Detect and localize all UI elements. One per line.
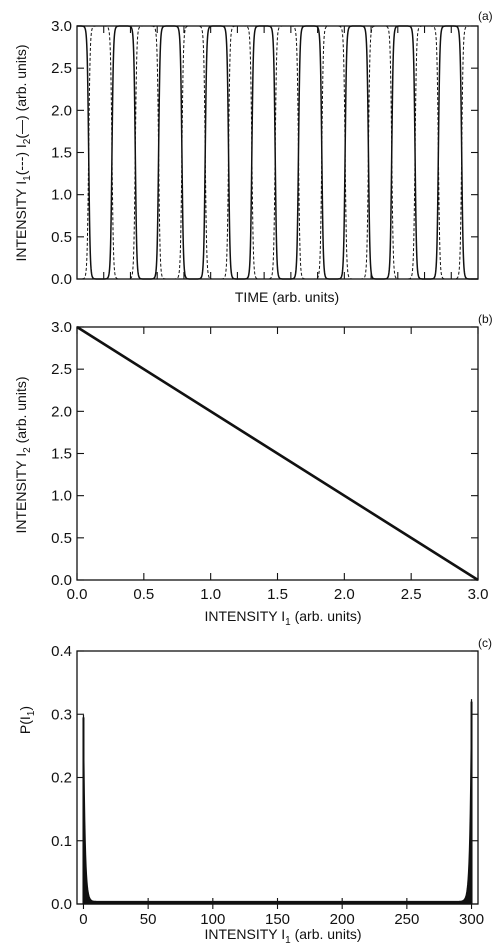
series-i2-solid-line: [77, 25, 479, 280]
xtick-label: 3.0: [468, 586, 489, 603]
xtick-label: 1.0: [200, 586, 221, 603]
ytick-label: 0.5: [51, 229, 72, 246]
panel-b-yticks: 0.0 0.5 1.0 1.5 2.0 2.5 3.0: [51, 319, 478, 589]
panel-c-frame: [76, 650, 479, 905]
panel-a-letter: (a): [478, 9, 493, 23]
ytick-label: 0.1: [51, 833, 72, 850]
xtick-label: 0: [79, 911, 87, 928]
panel-b-xticks: 0.0 0.5 1.0 1.5 2.0 2.5 3.0: [67, 327, 489, 603]
probability-distribution-curve: [82, 699, 473, 905]
panel-b-plot: [76, 325, 479, 582]
ytick-label: 0.0: [51, 896, 72, 913]
xtick-label: 1.5: [267, 586, 288, 603]
panel-b-xlabel: INTENSITY I1 (arb. units): [204, 608, 361, 628]
ytick-label: 0.2: [51, 770, 72, 787]
xtick-label: 300: [459, 911, 484, 928]
xtick-label: 250: [394, 911, 419, 928]
xtick-label: 100: [200, 911, 225, 928]
panel-c-xlabel: INTENSITY I1 (arb. units): [204, 926, 361, 943]
panel-a-xlabel: TIME (arb. units): [235, 289, 339, 305]
panel-c-xticks: 0 50 100 150 200 250 300: [79, 898, 484, 928]
xtick-label: 2.5: [401, 586, 422, 603]
ytick-label: 1.0: [51, 488, 72, 505]
xtick-label: 150: [265, 911, 290, 928]
ytick-label: 0.0: [51, 271, 72, 288]
panel-a: 0.0 0.5 1.0 1.5 2.0 2.5 3.0 (a) TIME (arb. uni…: [13, 9, 493, 305]
panel-b-letter: (b): [478, 312, 493, 326]
panel-b-ylabel: INTENSITY I2 (arb. units): [13, 376, 33, 533]
xtick-label: 50: [140, 911, 157, 928]
ytick-label: 3.0: [51, 18, 72, 35]
ytick-label: 2.5: [51, 60, 72, 77]
ytick-label: 3.0: [51, 319, 72, 336]
ytick-label: 0.0: [51, 572, 72, 589]
i2-vs-i1-line: [76, 325, 479, 582]
ytick-label: 2.0: [51, 102, 72, 119]
ytick-label: 2.5: [51, 361, 72, 378]
panel-c-letter: (c): [478, 636, 492, 650]
panel-c-ylabel: P(I1): [17, 706, 37, 734]
panel-a-xticks: [103, 26, 452, 279]
panel-c-yticks: 0.0 0.1 0.2 0.3 0.4: [51, 643, 478, 913]
panel-a-ylabel: INTENSITY I1(---) I2(—) (arb. units): [13, 45, 33, 262]
ytick-label: 1.5: [51, 145, 72, 162]
panel-c-plot: [82, 699, 473, 905]
ytick-label: 1.0: [51, 187, 72, 204]
ytick-label: 0.3: [51, 706, 72, 723]
xtick-label: 2.0: [334, 586, 355, 603]
ytick-label: 2.0: [51, 403, 72, 420]
panel-a-yticks: 0.0 0.5 1.0 1.5 2.0 2.5 3.0: [51, 18, 478, 288]
ytick-label: 0.5: [51, 530, 72, 547]
panel-b: 0.0 0.5 1.0 1.5 2.0 2.5 3.0 0.0 0.5 1.0 1.5 2.0 2.5…: [13, 312, 493, 628]
xtick-label: 0.0: [67, 586, 88, 603]
panel-c: 0.0 0.1 0.2 0.3 0.4 0 50 100 150 200 250 300 (c) I…: [17, 636, 492, 943]
xtick-label: 0.5: [133, 586, 154, 603]
ytick-label: 1.5: [51, 446, 72, 463]
ytick-label: 0.4: [51, 643, 72, 660]
series-i1-dashed-line: [77, 25, 479, 280]
panel-a-plot: [77, 25, 479, 280]
xtick-label: 200: [330, 911, 355, 928]
